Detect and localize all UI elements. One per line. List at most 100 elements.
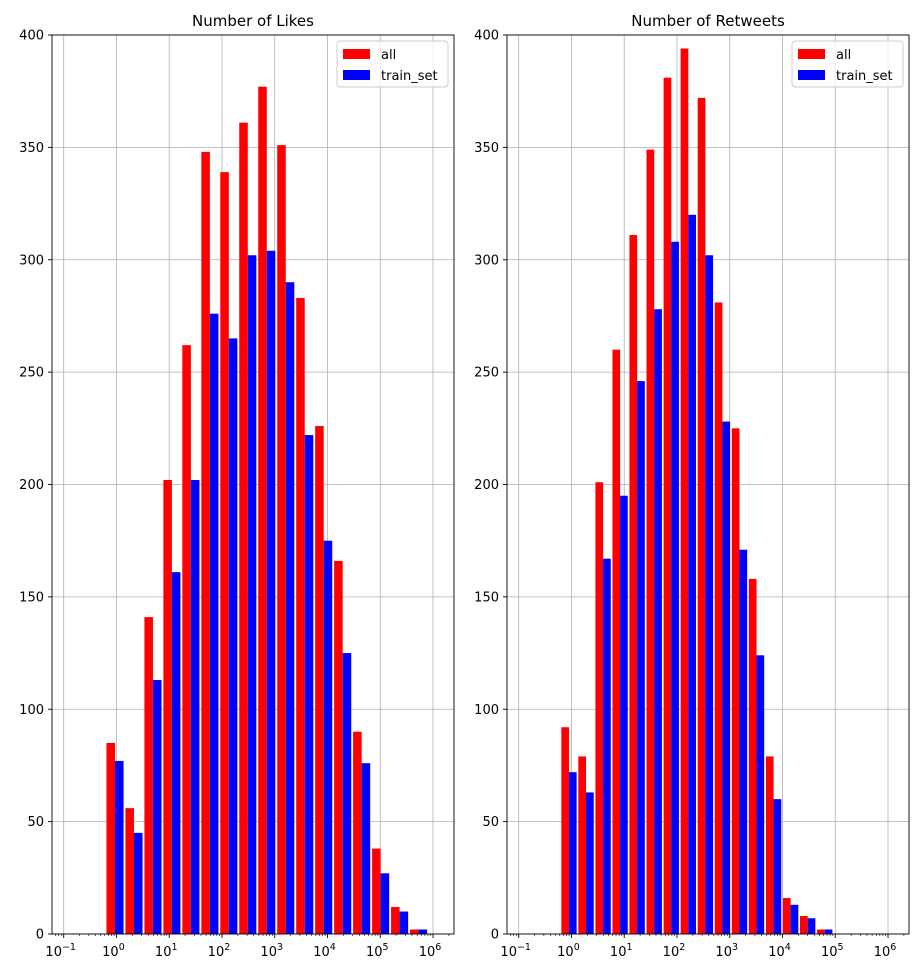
bars — [106, 86, 428, 935]
bar-train-set — [654, 309, 662, 934]
x-tick-label: 102 — [663, 942, 686, 960]
bar-all — [334, 560, 343, 934]
y-tick-label: 350 — [474, 141, 499, 156]
x-tick-base: 10 — [313, 945, 330, 960]
x-tick-exponent: 6 — [435, 942, 441, 953]
x-tick-exponent: 1 — [171, 942, 177, 953]
x-tick-label: 103 — [260, 942, 283, 960]
bar-train-set — [637, 381, 645, 934]
y-axis: 0 50 100 150 200 250 300 350 400 — [19, 29, 52, 943]
y-tick-label: 0 — [36, 928, 44, 943]
bar-all — [663, 77, 672, 934]
bar-all — [714, 302, 723, 934]
bar-all — [410, 929, 419, 934]
y-tick-label: 300 — [19, 253, 44, 268]
bar-train-set — [620, 495, 628, 934]
bar-train-set — [285, 282, 295, 935]
x-tick-label: 100 — [102, 942, 125, 960]
bar-all — [372, 848, 381, 934]
y-tick-label: 200 — [474, 478, 499, 493]
bar-all — [646, 149, 655, 934]
x-tick-label: 10−1 — [45, 942, 76, 960]
series-train-set — [115, 250, 428, 935]
legend-swatch-all — [798, 49, 825, 59]
x-tick-exponent: 5 — [382, 942, 388, 953]
bar-train-set — [824, 929, 833, 934]
bar-train-set — [304, 435, 314, 934]
bar-train-set — [603, 558, 611, 934]
y-tick-label: 250 — [19, 366, 44, 381]
x-tick-base: 10 — [419, 945, 436, 960]
x-tick-exponent: 3 — [277, 942, 283, 953]
x-tick-label: 103 — [715, 942, 738, 960]
bar-all — [765, 756, 774, 934]
legend-label-all: all — [381, 48, 396, 63]
series-all — [561, 48, 825, 935]
bar-all — [391, 907, 400, 934]
bar-all — [125, 808, 134, 934]
bar-train-set — [739, 549, 748, 934]
x-tick-label: 100 — [557, 942, 580, 960]
bar-all — [595, 482, 604, 934]
bar-all — [163, 480, 172, 934]
y-tick-label: 300 — [474, 253, 499, 268]
bar-train-set — [773, 799, 782, 934]
bar-all — [800, 916, 808, 934]
x-tick-base: 10 — [366, 945, 383, 960]
y-tick-label: 350 — [19, 141, 44, 156]
bar-train-set — [380, 873, 390, 934]
bar-train-set — [266, 250, 276, 934]
chart-title: Number of Retweets — [631, 12, 785, 30]
x-tick-label: 105 — [366, 942, 389, 960]
x-tick-exponent: 0 — [119, 942, 125, 953]
x-tick-exponent: 1 — [626, 942, 632, 953]
series-all — [106, 86, 419, 935]
y-tick-label: 100 — [474, 703, 499, 718]
bar-all — [182, 345, 191, 934]
bar-train-set — [342, 653, 352, 934]
bar-train-set — [568, 772, 577, 934]
x-tick-base: 10 — [155, 945, 172, 960]
x-tick-exponent: 4 — [785, 942, 791, 953]
bar-train-set — [418, 929, 428, 934]
bar-train-set — [705, 255, 714, 934]
x-tick-exponent: 3 — [732, 942, 738, 953]
y-tick-label: 50 — [27, 815, 44, 830]
x-axis: 10−1 100 101 102 103 104 105 106 — [45, 934, 450, 960]
x-tick-label: 104 — [313, 942, 336, 960]
legend-swatch-train-set — [343, 70, 370, 80]
bar-all — [578, 756, 587, 934]
x-tick-label: 10−1 — [500, 942, 531, 960]
x-tick-base: 10 — [715, 945, 732, 960]
bar-all — [106, 742, 116, 934]
bar-train-set — [228, 338, 238, 935]
bar-train-set — [722, 421, 731, 934]
legend-label-train-set: train_set — [381, 69, 438, 84]
x-tick-label: 101 — [155, 942, 178, 960]
y-tick-label: 400 — [474, 29, 499, 44]
bar-train-set — [152, 680, 162, 934]
y-tick-label: 150 — [474, 590, 499, 605]
bar-all — [315, 426, 324, 934]
bar-all — [612, 349, 621, 934]
x-tick-base: 10 — [821, 945, 838, 960]
x-tick-exponent: −1 — [62, 942, 76, 953]
y-tick-label: 250 — [474, 366, 499, 381]
y-tick-label: 100 — [19, 703, 44, 718]
bar-train-set — [247, 255, 257, 934]
x-tick-exponent: 0 — [574, 942, 580, 953]
x-tick-base: 10 — [260, 945, 277, 960]
x-tick-base: 10 — [45, 945, 62, 960]
x-tick-base: 10 — [874, 945, 891, 960]
bar-all — [748, 578, 757, 934]
x-tick-base: 10 — [208, 945, 225, 960]
x-tick-label: 106 — [419, 942, 442, 960]
bar-train-set — [399, 911, 409, 934]
bar-train-set — [756, 655, 765, 934]
x-tick-base: 10 — [557, 945, 574, 960]
x-tick-exponent: 2 — [679, 942, 685, 953]
x-tick-exponent: 5 — [837, 942, 843, 953]
